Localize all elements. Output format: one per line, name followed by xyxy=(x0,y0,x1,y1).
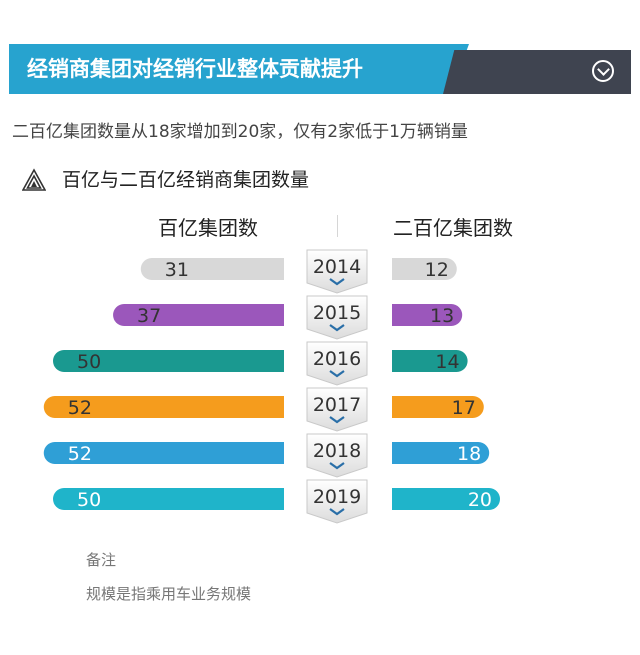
bar-left-2014 xyxy=(140,258,284,280)
year-tag-2018 xyxy=(306,433,368,478)
chevron-down-circle-icon[interactable] xyxy=(592,60,614,82)
chevron-icon-2016 xyxy=(329,370,345,378)
year-tag-2017 xyxy=(306,387,368,432)
bar-left-2017 xyxy=(43,396,285,418)
butterfly-bar-chart: 31 12 2014 37 13 2015 50 14 2016 52 17 2017 52 18 2018… xyxy=(43,249,500,524)
bar-left-2019 xyxy=(53,488,284,510)
year-tag-2014 xyxy=(306,249,368,294)
value-label-left-2017: 52 xyxy=(68,397,92,419)
value-label-left-2019: 50 xyxy=(77,489,101,511)
bar-right-2014 xyxy=(392,258,457,280)
value-label-right-2018: 18 xyxy=(457,443,481,465)
left-series-header: 百亿集团数 xyxy=(158,216,258,240)
chevron-icon-2018 xyxy=(329,462,345,470)
value-label-left-2015: 37 xyxy=(137,305,161,327)
year-label-2017: 2017 xyxy=(313,394,361,416)
header-banner: 经销商集团对经销行业整体贡献提升 xyxy=(9,44,631,94)
value-label-left-2018: 52 xyxy=(68,443,92,465)
year-label-2014: 2014 xyxy=(313,256,361,278)
bar-right-2015 xyxy=(392,304,463,326)
year-tag-2015 xyxy=(306,295,368,340)
bar-left-2016 xyxy=(53,350,284,372)
value-label-right-2014: 12 xyxy=(425,259,449,281)
value-label-right-2017: 17 xyxy=(452,397,476,419)
year-label-2019: 2019 xyxy=(313,486,361,508)
notes-text: 规模是指乘用车业务规模 xyxy=(86,585,252,603)
bar-right-2016 xyxy=(392,350,468,372)
value-label-right-2016: 14 xyxy=(435,351,459,373)
value-label-right-2015: 13 xyxy=(430,305,454,327)
header-divider xyxy=(337,215,338,237)
value-label-right-2019: 20 xyxy=(468,489,492,511)
year-tag-2016 xyxy=(306,341,368,386)
year-label-2016: 2016 xyxy=(313,348,361,370)
chevron-icon-2015 xyxy=(329,324,345,332)
year-tag-2019 xyxy=(306,479,368,524)
page-title: 经销商集团对经销行业整体贡献提升 xyxy=(27,57,363,81)
notes-heading: 备注 xyxy=(86,551,117,569)
year-label-2015: 2015 xyxy=(313,302,361,324)
bar-left-2015 xyxy=(113,304,285,326)
value-label-left-2016: 50 xyxy=(77,351,101,373)
triangle-icon xyxy=(22,168,46,191)
bar-right-2017 xyxy=(392,396,484,418)
page-subtitle: 二百亿集团数量从18家增加到20家，仅有2家低于1万辆销量 xyxy=(12,122,468,142)
section-title: 百亿与二百亿经销商集团数量 xyxy=(62,169,310,191)
bar-right-2019 xyxy=(392,488,500,510)
chevron-icon-2019 xyxy=(329,508,345,516)
bar-right-2018 xyxy=(392,442,490,464)
value-label-left-2014: 31 xyxy=(165,259,189,281)
chevron-icon-2014 xyxy=(329,278,345,286)
bar-left-2018 xyxy=(43,442,284,464)
chevron-icon-2017 xyxy=(329,416,345,424)
right-series-header: 二百亿集团数 xyxy=(393,216,513,240)
banner-blue-panel xyxy=(9,44,469,94)
year-label-2018: 2018 xyxy=(313,440,361,462)
